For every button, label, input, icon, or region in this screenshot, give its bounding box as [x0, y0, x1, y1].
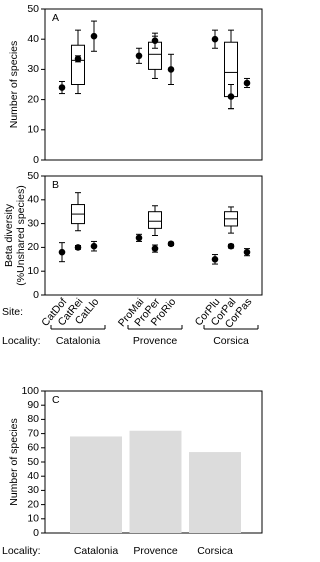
page: {"chart_data": [ {"type": "box", "label"… [2, 2, 263, 557]
bar [189, 452, 241, 533]
mean-dot [90, 242, 98, 250]
y-tick-label: 40 [27, 194, 39, 206]
y-tick-label: 30 [27, 484, 39, 496]
frame [44, 175, 263, 296]
bar [129, 430, 182, 533]
mean-dot [243, 248, 251, 256]
mean-dot [211, 255, 219, 263]
mean-dot [167, 240, 175, 248]
group-label: Corsica [213, 335, 249, 347]
y-tick-label: 50 [27, 3, 39, 15]
y-tick-label: 90 [27, 399, 39, 411]
mean-dot [135, 52, 143, 60]
y-tick-label: 20 [27, 241, 39, 253]
mean-dot [151, 37, 159, 45]
panel-label: A [52, 12, 59, 24]
x-tick-label: Catalonia [74, 545, 119, 557]
y-tick-label: 0 [33, 154, 39, 166]
y-tick-label: 40 [27, 33, 39, 45]
y-axis-label: Beta diversity [3, 203, 15, 267]
y-axis-label: (%Unshared species) [15, 185, 27, 285]
mean-dot [135, 234, 143, 242]
mean-dot [227, 242, 235, 250]
mean-dot [74, 244, 82, 251]
mean-dot [151, 245, 159, 252]
frame [44, 8, 263, 161]
site-label: Site: [2, 306, 23, 318]
box [71, 44, 85, 85]
y-tick-label: 20 [27, 93, 39, 105]
y-tick-label: 10 [27, 124, 39, 136]
mean-dot [90, 32, 98, 40]
mean-dot [211, 35, 219, 43]
y-tick-label: 100 [21, 385, 39, 397]
mean-dot [227, 93, 235, 100]
x-tick-label: Corsica [197, 545, 233, 557]
mean-dot [58, 84, 66, 91]
y-tick-label: 30 [27, 217, 39, 229]
y-tick-label: 10 [27, 513, 39, 525]
mean-dot [74, 55, 82, 63]
x-axis-label: Locality: [2, 335, 41, 347]
panel-label: C [52, 394, 60, 406]
y-axis-label: Number of species [8, 41, 20, 129]
group-label: Catalonia [56, 335, 101, 347]
y-axis-label: Number of species [8, 418, 20, 506]
y-tick-label: 70 [27, 427, 39, 439]
y-tick-label: 60 [27, 442, 39, 454]
y-tick-label: 40 [27, 470, 39, 482]
panel-label: B [52, 179, 59, 191]
y-tick-label: 50 [27, 170, 39, 182]
figure: 0 10 20 30 40 50 A Number of species 0 10 20 30 40 50… [2, 3, 263, 557]
y-tick-label: 10 [27, 265, 39, 277]
y-tick-label: 80 [27, 413, 39, 425]
mean-dot [243, 79, 251, 87]
y-tick-label: 50 [27, 456, 39, 468]
mean-dot [167, 66, 175, 73]
x-tick-label: Provence [133, 545, 178, 557]
y-tick-label: 0 [33, 527, 39, 539]
y-tick-label: 20 [27, 498, 39, 510]
y-tick-label: 0 [33, 289, 39, 301]
y-tick-label: 30 [27, 63, 39, 75]
bar [70, 436, 122, 533]
box [148, 211, 162, 229]
x-axis-label: Locality: [2, 545, 41, 557]
mean-dot [58, 248, 66, 256]
group-label: Provence [133, 335, 178, 347]
